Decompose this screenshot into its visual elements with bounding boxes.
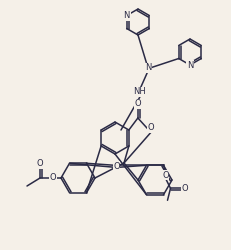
Text: O: O [181,184,188,193]
Text: O: O [162,171,169,180]
Text: O: O [134,100,141,108]
Text: N: N [145,64,151,72]
Text: O: O [113,162,120,171]
Text: O: O [37,160,43,168]
Text: N: N [187,60,193,70]
Text: O: O [148,124,154,132]
Text: NH: NH [134,88,146,96]
Text: O: O [50,174,56,182]
Text: N: N [124,11,130,20]
